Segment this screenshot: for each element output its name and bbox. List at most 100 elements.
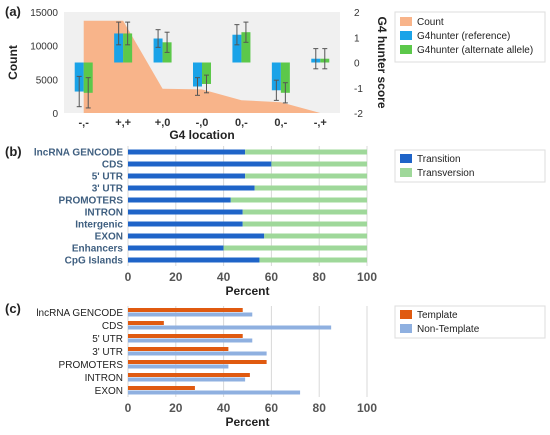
panel-a: (a) 0 5000 10000 15000 -2 -1 0 1 2 -,- +,+ +,0 -,0 0,…	[5, 4, 546, 142]
panel-b-label: (b)	[5, 144, 22, 159]
c-bar-nontemplate-4	[128, 364, 229, 369]
c-category-label-4: PROMOTERS	[59, 360, 124, 371]
y2-tick-label-4: 2	[354, 8, 360, 19]
b-bar-transition-2	[128, 173, 246, 179]
b-bar-transversion-0	[245, 149, 367, 155]
y2-tick-label-1: -1	[354, 84, 363, 95]
c-bar-template-2	[128, 334, 243, 338]
b-bar-transversion-6	[242, 221, 367, 227]
b-bar-transition-5	[128, 209, 243, 215]
count-area	[83, 20, 321, 113]
y-tick-label-2: 10000	[30, 42, 58, 53]
panel-b-x-axis-title: Percent	[225, 284, 269, 298]
b-category-label-4: PROMOTERS	[59, 196, 124, 207]
panel-a-legend-box	[394, 11, 546, 63]
c-x-tick-label-5: 100	[357, 401, 377, 415]
legend-swatch-1	[400, 31, 412, 40]
panel-c-legend: Template Non-Template	[394, 305, 546, 339]
c-category-label-3: 3' UTR	[92, 347, 123, 358]
x-category-label-2: +,0	[155, 117, 171, 129]
c-category-label-0: lncRNA GENCODE	[36, 308, 123, 319]
b-category-label-2: 5' UTR	[92, 172, 124, 183]
c-bar-nontemplate-5	[128, 377, 246, 382]
panel-c-x-axis-title: Percent	[225, 415, 269, 429]
x-category-label-6: -,+	[314, 117, 327, 129]
b-bar-transition-8	[128, 245, 224, 251]
b-legend-swatch-1	[400, 168, 412, 177]
b-legend-label-1: Transversion	[417, 168, 474, 179]
panel-c-axes: lncRNA GENCODE CDS 5' UTR 3' UTR PROMOTERS IN…	[36, 308, 377, 415]
b-legend-swatch-0	[400, 154, 412, 163]
panel-c-label: (c)	[5, 301, 21, 316]
alt-bar-4	[241, 32, 251, 63]
b-bar-transition-1	[128, 161, 272, 167]
b-bar-transversion-8	[223, 245, 367, 251]
b-bar-transversion-9	[259, 257, 367, 263]
b-bar-transition-3	[128, 185, 255, 191]
c-bar-nontemplate-6	[128, 390, 301, 395]
g4hunter-bars-layer	[74, 21, 330, 109]
legend-swatch-2	[400, 45, 412, 54]
b-bar-transition-7	[128, 233, 265, 239]
b-legend-box	[394, 149, 546, 183]
b-bar-transversion-7	[264, 233, 367, 239]
c-x-tick-label-0: 0	[125, 401, 132, 415]
x-category-label-1: +,+	[115, 117, 131, 129]
c-bar-template-6	[128, 386, 195, 390]
c-bar-template-5	[128, 373, 250, 377]
c-bar-nontemplate-3	[128, 351, 267, 356]
c-legend-box	[394, 305, 546, 339]
c-x-tick-label-3: 60	[265, 401, 279, 415]
b-bar-transversion-2	[245, 173, 367, 179]
b-x-tick-label-0: 0	[125, 270, 132, 284]
c-legend-label-0: Template	[417, 310, 458, 321]
legend-label-2: G4hunter (alternate allele)	[417, 45, 533, 56]
b-bar-transition-0	[128, 149, 246, 155]
c-bar-template-4	[128, 360, 267, 364]
b-bar-transition-6	[128, 221, 243, 227]
panel-b-legend: Transition Transversion	[394, 149, 546, 183]
alt-bar-1	[123, 33, 133, 63]
b-legend-label-0: Transition	[417, 154, 461, 165]
c-x-tick-label-4: 80	[313, 401, 327, 415]
x-category-label-0: -,-	[79, 117, 90, 129]
c-category-label-1: CDS	[102, 321, 123, 332]
b-bar-transition-4	[128, 197, 231, 203]
b-category-label-0: lncRNA GENCODE	[34, 148, 123, 159]
legend-swatch-0	[400, 17, 412, 26]
b-category-label-6: Intergenic	[75, 220, 123, 231]
y-tick-label-0: 0	[52, 109, 58, 120]
c-x-tick-label-1: 20	[169, 401, 183, 415]
ref-bar-2	[153, 38, 163, 63]
y2-tick-label-3: 1	[354, 33, 360, 44]
c-bar-nontemplate-1	[128, 325, 332, 330]
c-category-label-5: INTRON	[85, 373, 123, 384]
y2-tick-label-0: -2	[354, 109, 363, 120]
b-bar-transversion-1	[271, 161, 367, 167]
c-legend-swatch-1	[400, 324, 412, 333]
b-bar-transversion-5	[242, 209, 367, 215]
panel-a-x-axis-title: G4 location	[169, 128, 234, 142]
y-tick-label-1: 5000	[36, 75, 59, 86]
panel-a-y2-axis-title: G4 hunter score	[375, 16, 389, 108]
count-area-layer	[83, 20, 321, 113]
c-x-tick-label-2: 40	[217, 401, 231, 415]
ref-bar-5	[271, 62, 281, 91]
panel-c-bars	[128, 308, 332, 395]
c-bar-nontemplate-2	[128, 338, 253, 343]
c-legend-label-1: Non-Template	[417, 324, 480, 335]
c-legend-swatch-0	[400, 310, 412, 319]
b-bar-transition-9	[128, 257, 260, 263]
panel-a-axes: 0 5000 10000 15000 -2 -1 0 1 2 -,- +,+ +,0 -,0 0,- 0,-…	[30, 8, 363, 129]
b-x-tick-label-2: 40	[217, 270, 231, 284]
b-x-tick-label-3: 60	[265, 270, 279, 284]
c-bar-template-0	[128, 308, 243, 312]
x-category-label-3: -,0	[196, 117, 209, 129]
b-category-label-3: 3' UTR	[92, 184, 124, 195]
y-tick-label-3: 15000	[30, 8, 58, 19]
panel-a-y-axis-title: Count	[6, 45, 20, 80]
ref-bar-4	[232, 34, 242, 63]
